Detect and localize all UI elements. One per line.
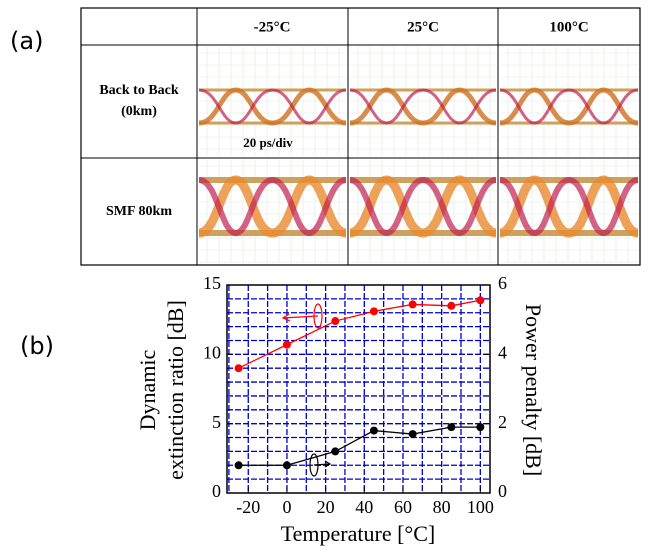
series-line	[239, 300, 481, 368]
eye-diagrams	[199, 47, 638, 263]
panel-label: (a)	[10, 27, 43, 55]
eye-diagram	[500, 47, 638, 156]
data-point	[283, 461, 291, 469]
x-tick-label: -20	[236, 497, 260, 517]
data-point	[283, 341, 291, 349]
axis-indicator	[314, 461, 330, 467]
y2-tick-label: 4	[498, 342, 507, 362]
x-tick-label: 40	[355, 497, 373, 517]
x-tick-label: 60	[394, 497, 412, 517]
y-tick-label: 5	[212, 412, 221, 432]
data-point	[409, 430, 417, 438]
x-tick-label: 80	[433, 497, 451, 517]
data-point	[331, 447, 339, 455]
column-header: 25°C	[407, 19, 439, 35]
series-line	[239, 427, 481, 465]
row-header: Back to Back (0km)	[83, 80, 195, 122]
eye-diagram	[199, 160, 346, 263]
data-point	[409, 300, 417, 308]
y-tick-label: 15	[203, 273, 221, 293]
y-tick-label: 10	[203, 342, 221, 362]
x-axis-label: Temperature [°C]	[281, 521, 435, 546]
plot-frame	[227, 285, 490, 493]
y-tick-label: 0	[212, 481, 221, 501]
data-point	[235, 461, 243, 469]
y2-tick-label: 6	[498, 273, 507, 293]
data-point	[476, 423, 484, 431]
data-point	[447, 423, 455, 431]
row-header-box: Back to Back (0km)	[83, 80, 195, 128]
data-point	[447, 302, 455, 310]
x-tick-label: 20	[317, 497, 335, 517]
data-point	[370, 427, 378, 435]
y2-tick-label: 2	[498, 412, 507, 432]
eye-diagram	[500, 160, 638, 263]
data-point	[331, 317, 339, 325]
x-tick-label: 0	[282, 497, 291, 517]
y2-axis-label: Power penalty [dB]	[521, 304, 546, 476]
data-point	[235, 364, 243, 372]
panel-label: (b)	[20, 332, 54, 360]
chart: Temperature [°C] Dynamic extinction rati…	[135, 273, 546, 546]
eye-table: -25°C 25°C 100°C Back to Back (0km) SMF …	[81, 8, 640, 265]
annotation: 20 ps/div	[243, 135, 293, 150]
row-header: SMF 80km	[106, 204, 172, 219]
data-point	[370, 307, 378, 315]
eye-diagram	[350, 47, 496, 156]
y-axis-label: Dynamic	[135, 349, 160, 430]
data-point	[476, 296, 484, 304]
eye-diagram	[350, 160, 496, 263]
y2-tick-label: 0	[498, 481, 507, 501]
column-header: -25°C	[254, 19, 291, 35]
y-axis-label: extinction ratio [dB]	[163, 300, 188, 480]
x-tick-label: 100	[467, 497, 494, 517]
column-header: 100°C	[549, 19, 588, 35]
axis-indicator	[283, 314, 318, 321]
figure: (a) (b) -25°C 25°C 100°C Back to Back (0…	[0, 0, 648, 547]
